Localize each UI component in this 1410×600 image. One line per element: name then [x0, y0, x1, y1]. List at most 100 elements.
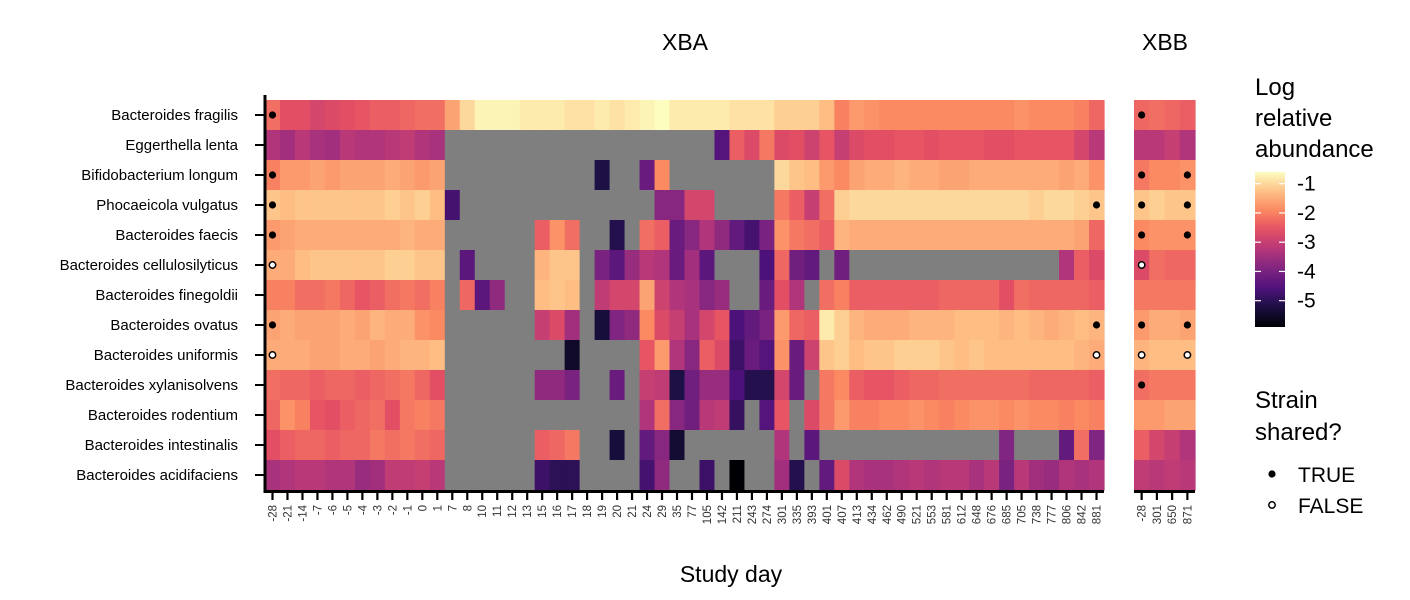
- x-tick-label: 777: [1047, 505, 1059, 524]
- heatmap-cell: [834, 430, 850, 461]
- heatmap-cell: [744, 250, 761, 281]
- heatmap-cell: [309, 370, 326, 401]
- x-tick-label: 29: [657, 505, 669, 518]
- heatmap-cell: [729, 160, 746, 191]
- heatmap-cell: [1059, 130, 1075, 161]
- heatmap-cell: [1089, 460, 1105, 491]
- heatmap-cell: [699, 340, 716, 371]
- heatmap-cell: [849, 130, 865, 161]
- heatmap-cell: [609, 460, 626, 491]
- heatmap-cell: [1164, 220, 1181, 251]
- heatmap-cell: [459, 370, 476, 401]
- heatmap-cell: [384, 460, 401, 491]
- x-tick-label: 35: [672, 505, 684, 518]
- heatmap-cell: [1059, 370, 1075, 401]
- heatmap-cell: [714, 460, 731, 491]
- heatmap-cell: [579, 220, 596, 251]
- colorbar-tick-label: -4: [1297, 260, 1316, 283]
- heatmap-cell: [924, 190, 940, 221]
- heatmap-cell: [354, 400, 371, 431]
- heatmap-cell: [999, 220, 1015, 251]
- heatmap-cell: [669, 220, 686, 251]
- heatmap-cell: [1089, 160, 1105, 191]
- heatmap-cell: [1149, 400, 1166, 431]
- heatmap-cell: [744, 160, 761, 191]
- heatmap-cell: [774, 430, 790, 461]
- heatmap-cell: [534, 160, 551, 191]
- x-tick-label: 211: [732, 505, 744, 523]
- heatmap-cell: [459, 460, 476, 491]
- heatmap-cell: [939, 460, 955, 491]
- shape-legend-title-line-2: shared?: [1255, 419, 1342, 446]
- heatmap-cell: [339, 280, 356, 311]
- x-tick-label: 407: [837, 505, 849, 524]
- x-ticks-xba: -28 -21 -14 -7 -6 -5 -4 -3 -2 -1 0 1 7 8 10 11 12 13 15 16 1…: [265, 490, 1104, 524]
- heatmap-cell: [954, 400, 970, 431]
- heatmap-cell: [354, 370, 371, 401]
- heatmap-cell: [1029, 220, 1045, 251]
- heatmap-cell: [834, 310, 850, 341]
- x-tick-label: 553: [927, 505, 939, 524]
- heatmap-cell: [924, 100, 940, 131]
- heatmap-cell: [864, 190, 880, 221]
- heatmap-cell: [699, 280, 716, 311]
- heatmap-cell: [924, 160, 940, 191]
- shared-true-marker: [1138, 171, 1146, 179]
- heatmap-cell: [1044, 310, 1060, 341]
- heatmap-cell: [684, 190, 701, 221]
- heatmap-cell: [549, 430, 566, 461]
- heatmap-cell: [519, 280, 536, 311]
- heatmap-cell: [339, 130, 356, 161]
- heatmap-cell: [924, 280, 940, 311]
- heatmap-cell: [459, 400, 476, 431]
- heatmap-cell: [549, 280, 566, 311]
- heatmap-cell: [639, 250, 656, 281]
- heatmap-cell: [279, 340, 296, 371]
- heatmap-cell: [459, 430, 476, 461]
- heatmap-cell: [879, 100, 895, 131]
- heatmap-cell: [549, 190, 566, 221]
- heatmap-cell: [1029, 430, 1045, 461]
- heatmap-cell: [1059, 220, 1075, 251]
- heatmap-cell: [504, 370, 521, 401]
- heatmap-cell: [969, 460, 985, 491]
- heatmap-cell: [1029, 460, 1045, 491]
- heatmap-cell: [369, 310, 386, 341]
- heatmap-cell: [819, 160, 835, 191]
- heatmap-cell: [894, 160, 910, 191]
- heatmap-cell: [954, 430, 970, 461]
- heatmap-cell: [474, 250, 491, 281]
- heatmap-cell: [864, 160, 880, 191]
- heatmap-cell: [399, 280, 416, 311]
- heatmap-cell: [519, 160, 536, 191]
- heatmap-cell: [819, 250, 835, 281]
- heatmap-cell: [954, 370, 970, 401]
- x-tick-label: -2: [387, 505, 399, 515]
- x-tick-label: 16: [552, 505, 564, 518]
- heatmap-cell: [324, 340, 341, 371]
- heatmap-cell: [369, 340, 386, 371]
- heatmap-cell: [459, 100, 476, 131]
- heatmap-cell: [939, 130, 955, 161]
- heatmap-cell: [265, 460, 281, 491]
- heatmap-cell: [265, 400, 281, 431]
- heatmap-cell: [1044, 160, 1060, 191]
- heatmap-cell: [699, 430, 716, 461]
- panel-xbb: XBB -28 301 650 871: [1134, 29, 1196, 524]
- heatmap-cell: [1044, 130, 1060, 161]
- heatmap-cell: [309, 340, 326, 371]
- heatmap-cell: [714, 220, 731, 251]
- heatmap-cell: [594, 400, 611, 431]
- heatmap-cell: [909, 460, 925, 491]
- heatmap-cell: [534, 310, 551, 341]
- x-tick-label: -28: [1137, 505, 1149, 522]
- heatmap-cell: [1164, 310, 1181, 341]
- heatmap-cell: [399, 310, 416, 341]
- heatmap-cell: [729, 460, 746, 491]
- heatmap-cell: [699, 130, 716, 161]
- heatmap-cell: [594, 340, 611, 371]
- heatmap-cell: [609, 250, 626, 281]
- heatmap-cell: [489, 460, 506, 491]
- heatmap-cell: [744, 460, 761, 491]
- heatmap-cell: [459, 220, 476, 251]
